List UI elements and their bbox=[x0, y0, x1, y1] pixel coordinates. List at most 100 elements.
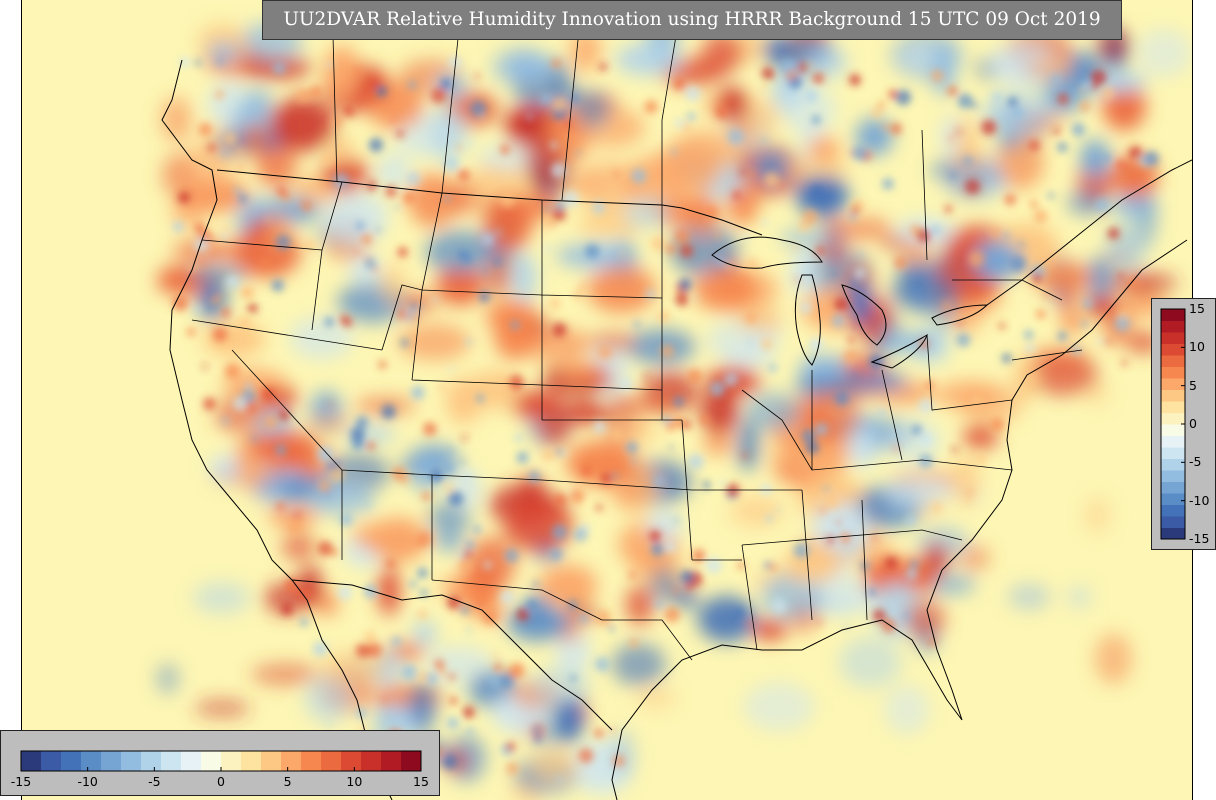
innovation-speck bbox=[944, 205, 953, 214]
innovation-speck bbox=[342, 105, 355, 117]
colorbar-swatch bbox=[341, 751, 362, 771]
innovation-speck bbox=[1094, 198, 1110, 214]
innovation-speck bbox=[378, 360, 387, 369]
innovation-speck bbox=[763, 172, 780, 188]
innovation-blob bbox=[783, 545, 841, 584]
innovation-blob bbox=[289, 317, 353, 360]
innovation-speck bbox=[1031, 272, 1043, 284]
innovation-speck bbox=[193, 237, 209, 253]
map-plot: UU2DVAR Relative Humidity Innovation usi… bbox=[21, 0, 1193, 800]
innovation-speck bbox=[430, 87, 447, 104]
innovation-speck bbox=[797, 62, 808, 73]
innovation-speck bbox=[1128, 145, 1143, 160]
st-lawrence bbox=[986, 159, 1192, 306]
innovation-blob bbox=[650, 566, 680, 605]
innovation-speck bbox=[612, 473, 618, 479]
innovation-speck bbox=[688, 453, 704, 470]
innovation-speck bbox=[1071, 122, 1086, 137]
colorbar-swatch bbox=[1161, 470, 1185, 482]
innovation-speck bbox=[498, 667, 505, 673]
innovation-speck bbox=[877, 100, 886, 110]
innovation-speck bbox=[263, 415, 278, 429]
innovation-blob bbox=[1013, 354, 1038, 403]
innovation-speck bbox=[467, 140, 474, 147]
innovation-speck bbox=[291, 509, 303, 520]
innovation-speck bbox=[391, 636, 402, 647]
innovation-speck bbox=[463, 550, 473, 560]
innovation-speck bbox=[592, 201, 606, 214]
innovation-speck bbox=[1004, 193, 1016, 206]
innovation-speck bbox=[244, 401, 256, 413]
innovation-speck bbox=[251, 436, 257, 442]
colorbar-tick-label: -5 bbox=[148, 774, 161, 789]
innovation-blob bbox=[512, 252, 536, 303]
innovation-speck bbox=[815, 422, 829, 436]
colorbar-tick-label: 15 bbox=[1189, 301, 1205, 316]
innovation-speck bbox=[868, 354, 884, 369]
innovation-speck bbox=[496, 229, 502, 236]
innovation-speck bbox=[1029, 200, 1038, 209]
colorbar-swatch bbox=[41, 751, 62, 771]
lake-superior bbox=[711, 236, 823, 269]
innovation-speck bbox=[657, 309, 671, 323]
innovation-blob bbox=[611, 643, 666, 687]
innovation-speck bbox=[644, 374, 650, 379]
innovation-speck bbox=[955, 129, 961, 135]
innovation-speck bbox=[699, 414, 711, 425]
innovation-speck bbox=[1057, 142, 1068, 153]
innovation-speck bbox=[963, 156, 973, 166]
innovation-blob bbox=[752, 151, 790, 183]
innovation-speck bbox=[443, 155, 459, 172]
innovation-speck bbox=[911, 424, 923, 436]
innovation-blob bbox=[744, 391, 800, 431]
innovation-speck bbox=[275, 444, 287, 456]
innovation-speck bbox=[461, 435, 468, 441]
innovation-speck bbox=[569, 93, 580, 104]
innovation-blob bbox=[1080, 139, 1110, 178]
innovation-speck bbox=[942, 300, 955, 313]
innovation-speck bbox=[768, 363, 778, 373]
innovation-speck bbox=[593, 420, 606, 434]
innovation-speck bbox=[663, 541, 676, 554]
innovation-speck bbox=[761, 67, 775, 80]
innovation-speck bbox=[1127, 277, 1141, 290]
innovation-blob bbox=[587, 265, 656, 313]
innovation-speck bbox=[417, 567, 428, 579]
innovation-speck bbox=[551, 524, 568, 540]
innovation-blob bbox=[522, 593, 553, 625]
innovation-blob bbox=[1136, 194, 1157, 246]
innovation-speck bbox=[905, 515, 916, 526]
innovation-speck bbox=[350, 426, 366, 442]
innovation-speck bbox=[948, 136, 954, 142]
innovation-speck bbox=[457, 168, 470, 182]
innovation-speck bbox=[894, 256, 907, 269]
innovation-blob bbox=[792, 471, 818, 492]
innovation-blob bbox=[543, 352, 568, 371]
innovation-speck bbox=[843, 349, 858, 364]
innovation-speck bbox=[500, 193, 515, 208]
innovation-speck bbox=[220, 307, 231, 318]
innovation-speck bbox=[500, 589, 514, 604]
innovation-speck bbox=[172, 221, 184, 232]
colorbar-swatch bbox=[1161, 516, 1185, 528]
innovation-blob bbox=[951, 454, 980, 506]
colorbar-tick-label: 0 bbox=[1189, 416, 1197, 431]
innovation-blob bbox=[795, 174, 849, 218]
innovation-speck bbox=[448, 491, 464, 507]
innovation-blob bbox=[905, 599, 946, 640]
innovation-speck bbox=[363, 584, 378, 599]
lake-michigan bbox=[794, 274, 821, 366]
innovation-speck bbox=[499, 144, 510, 155]
colorbar-tick-label: 0 bbox=[217, 774, 225, 789]
innovation-blob bbox=[378, 565, 400, 616]
innovation-speck bbox=[493, 653, 499, 658]
innovation-speck bbox=[1078, 100, 1091, 113]
innovation-speck bbox=[839, 532, 851, 544]
innovation-speck bbox=[375, 227, 381, 233]
innovation-blob bbox=[791, 249, 818, 294]
innovation-speck bbox=[823, 492, 840, 509]
innovation-speck bbox=[685, 582, 693, 591]
innovation-blob bbox=[612, 728, 635, 779]
innovation-speck bbox=[719, 479, 725, 486]
innovation-speck bbox=[761, 83, 767, 89]
